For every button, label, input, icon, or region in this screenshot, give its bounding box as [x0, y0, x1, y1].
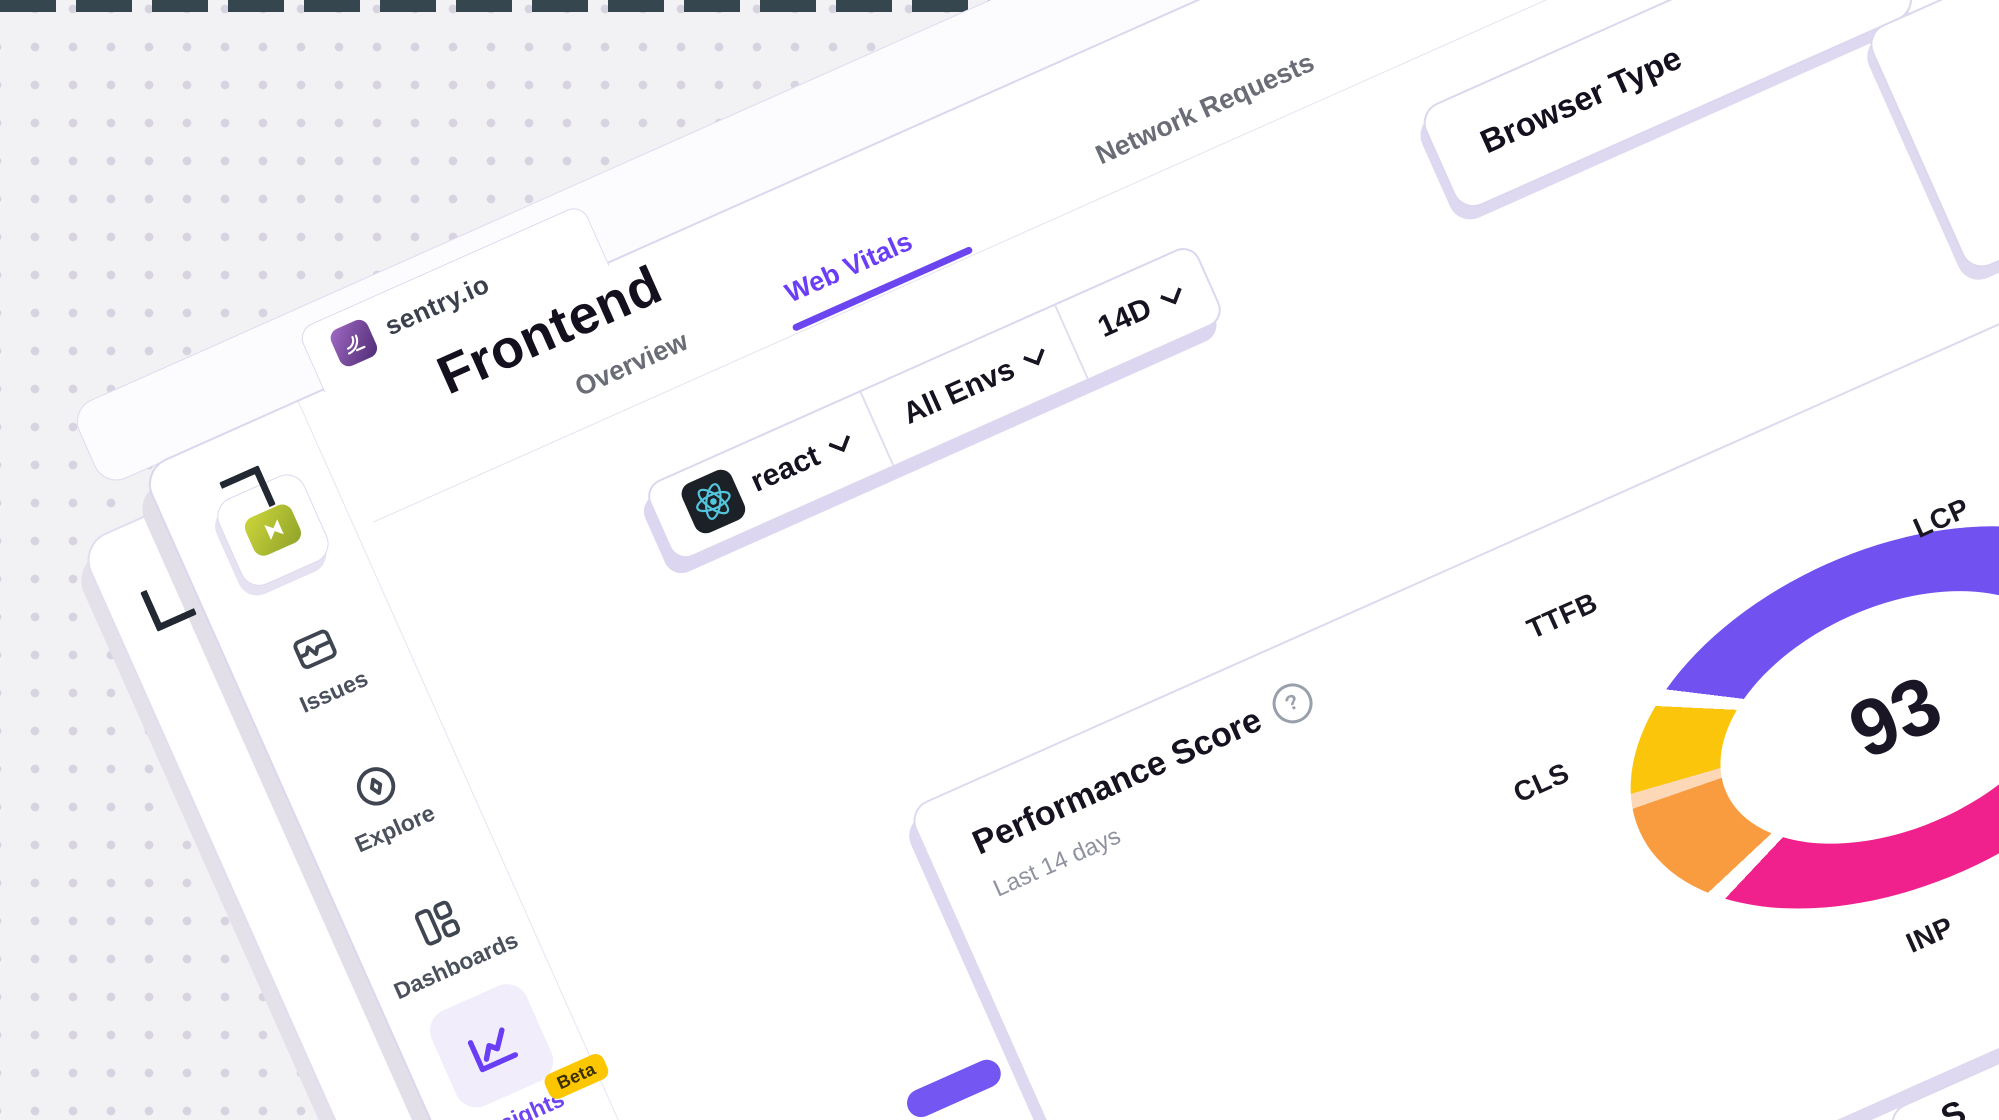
project-select[interactable]: react [645, 393, 892, 562]
insights-chart-icon [467, 1027, 519, 1073]
sentry-logo-icon [327, 316, 381, 369]
browser-type-card[interactable]: Browser Type [1416, 0, 1919, 215]
help-icon[interactable]: ? [1265, 677, 1319, 730]
sidebar: Issues Explore Dashboards [142, 401, 950, 1120]
page-filter-bar: react All Envs 14D [642, 242, 1227, 564]
sidebar-item-explore[interactable]: Explore [289, 731, 478, 876]
org-logo-icon [244, 504, 302, 556]
active-indicator-pill [902, 1055, 1006, 1120]
donut-label-inp: INP [1901, 910, 1959, 959]
partial-card [1863, 0, 1999, 275]
sidebar-item-issues[interactable]: Issues [228, 594, 417, 739]
browser-type-title: Browser Type [1474, 38, 1687, 161]
chevron-down-icon [827, 430, 850, 452]
org-avatar[interactable] [210, 468, 336, 593]
tab-network-requests[interactable]: Network Requests [1091, 47, 1319, 171]
environment-value: All Envs [898, 352, 1020, 431]
chevron-down-icon [1022, 343, 1045, 366]
date-range-value: 14D [1092, 291, 1157, 345]
sidebar-item-dashboards[interactable]: Dashboards [350, 868, 539, 1013]
donut-label-cls: CLS [1508, 756, 1574, 809]
dashboards-grid-icon [414, 900, 461, 946]
tab-web-vitals[interactable]: Web Vitals [780, 225, 917, 309]
react-icon [677, 465, 750, 538]
fragment-card-title: S [1935, 1093, 1972, 1120]
donut-label-ttfb: TTFB [1522, 586, 1603, 645]
issues-icon [293, 629, 337, 669]
sidebar-item-insights[interactable] [422, 977, 561, 1115]
environment-select[interactable]: All Envs [859, 305, 1087, 466]
app-window: Issues Explore Dashboards [140, 0, 1999, 1120]
chevron-down-icon [1159, 282, 1182, 305]
explore-compass-icon [356, 767, 396, 806]
project-value: react [745, 439, 825, 499]
date-range-select[interactable]: 14D [1054, 244, 1225, 379]
browser-tab[interactable]: sentry.io [296, 203, 610, 393]
